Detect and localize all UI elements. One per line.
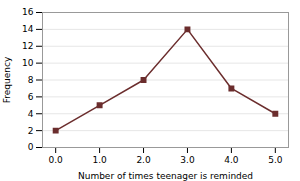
svg-text:0: 0 bbox=[28, 142, 34, 152]
svg-text:4.0: 4.0 bbox=[224, 155, 239, 165]
svg-text:6: 6 bbox=[28, 92, 34, 102]
svg-text:5.0: 5.0 bbox=[268, 155, 283, 165]
svg-text:0.0: 0.0 bbox=[49, 155, 64, 165]
svg-text:14: 14 bbox=[22, 24, 34, 34]
svg-text:16: 16 bbox=[22, 7, 34, 17]
svg-text:4: 4 bbox=[28, 109, 34, 119]
svg-text:8: 8 bbox=[28, 75, 34, 85]
svg-text:Frequency: Frequency bbox=[2, 56, 12, 103]
svg-text:1.0: 1.0 bbox=[92, 155, 107, 165]
svg-text:10: 10 bbox=[22, 58, 34, 68]
svg-text:2.0: 2.0 bbox=[136, 155, 151, 165]
svg-text:Number of times teenager is re: Number of times teenager is reminded bbox=[78, 171, 253, 181]
svg-text:12: 12 bbox=[22, 41, 33, 51]
svg-text:2: 2 bbox=[28, 126, 34, 136]
svg-text:3.0: 3.0 bbox=[180, 155, 195, 165]
